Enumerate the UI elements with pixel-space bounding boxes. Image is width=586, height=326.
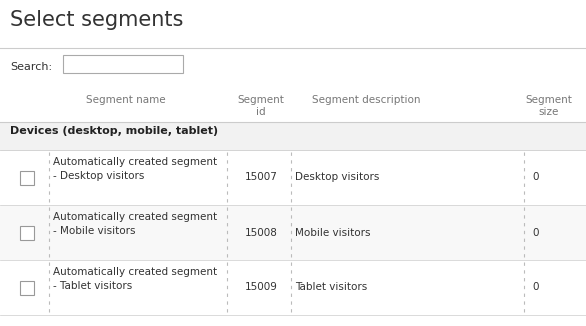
Text: Segment name: Segment name bbox=[86, 95, 166, 105]
Text: Select segments: Select segments bbox=[10, 10, 183, 30]
Text: 15007: 15007 bbox=[244, 172, 277, 183]
Text: Automatically created segment
- Tablet visitors: Automatically created segment - Tablet v… bbox=[53, 267, 217, 291]
Text: 15008: 15008 bbox=[244, 228, 277, 238]
Text: Mobile visitors: Mobile visitors bbox=[295, 228, 371, 238]
Text: Segment description: Segment description bbox=[312, 95, 421, 105]
Bar bbox=[0, 260, 586, 315]
Text: Tablet visitors: Tablet visitors bbox=[295, 283, 367, 292]
Text: Desktop visitors: Desktop visitors bbox=[295, 172, 380, 183]
Bar bbox=[63, 55, 183, 73]
Bar bbox=[0, 150, 586, 205]
Text: Automatically created segment
- Mobile visitors: Automatically created segment - Mobile v… bbox=[53, 212, 217, 236]
Bar bbox=[20, 280, 34, 294]
Text: 0: 0 bbox=[532, 283, 539, 292]
Text: 0: 0 bbox=[532, 172, 539, 183]
Text: Search:: Search: bbox=[10, 62, 52, 72]
Text: Segment
size: Segment size bbox=[526, 95, 573, 117]
Bar bbox=[0, 122, 586, 150]
Text: 15009: 15009 bbox=[244, 283, 277, 292]
Bar bbox=[20, 170, 34, 185]
Text: Automatically created segment
- Desktop visitors: Automatically created segment - Desktop … bbox=[53, 157, 217, 181]
Bar bbox=[20, 226, 34, 240]
Text: 0: 0 bbox=[532, 228, 539, 238]
Text: Devices (desktop, mobile, tablet): Devices (desktop, mobile, tablet) bbox=[10, 126, 218, 136]
Text: Segment
id: Segment id bbox=[237, 95, 284, 117]
Bar bbox=[0, 205, 586, 260]
